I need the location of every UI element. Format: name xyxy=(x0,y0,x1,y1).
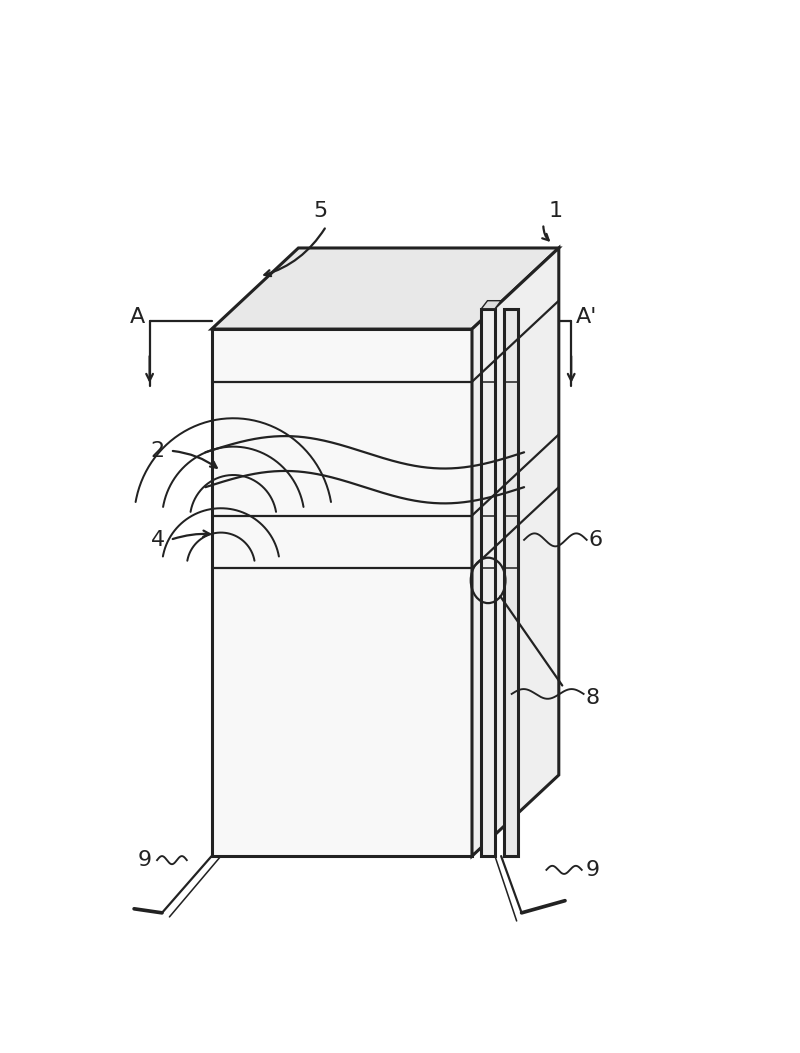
Polygon shape xyxy=(482,301,501,309)
Polygon shape xyxy=(472,249,558,856)
FancyArrowPatch shape xyxy=(173,451,217,468)
Polygon shape xyxy=(504,309,518,856)
Polygon shape xyxy=(482,309,495,856)
Text: 6: 6 xyxy=(589,530,603,550)
Text: 9: 9 xyxy=(138,850,152,870)
Text: 4: 4 xyxy=(150,530,165,550)
FancyArrowPatch shape xyxy=(264,229,325,276)
Polygon shape xyxy=(211,329,472,856)
Text: 2: 2 xyxy=(150,441,165,460)
Text: 1: 1 xyxy=(549,201,562,221)
FancyArrowPatch shape xyxy=(542,226,549,240)
Text: A': A' xyxy=(576,306,598,326)
Text: A: A xyxy=(130,306,145,326)
Polygon shape xyxy=(211,249,558,329)
Text: 8: 8 xyxy=(586,688,600,708)
Text: 5: 5 xyxy=(313,201,327,221)
FancyArrowPatch shape xyxy=(173,531,210,539)
Text: 9: 9 xyxy=(586,860,600,880)
